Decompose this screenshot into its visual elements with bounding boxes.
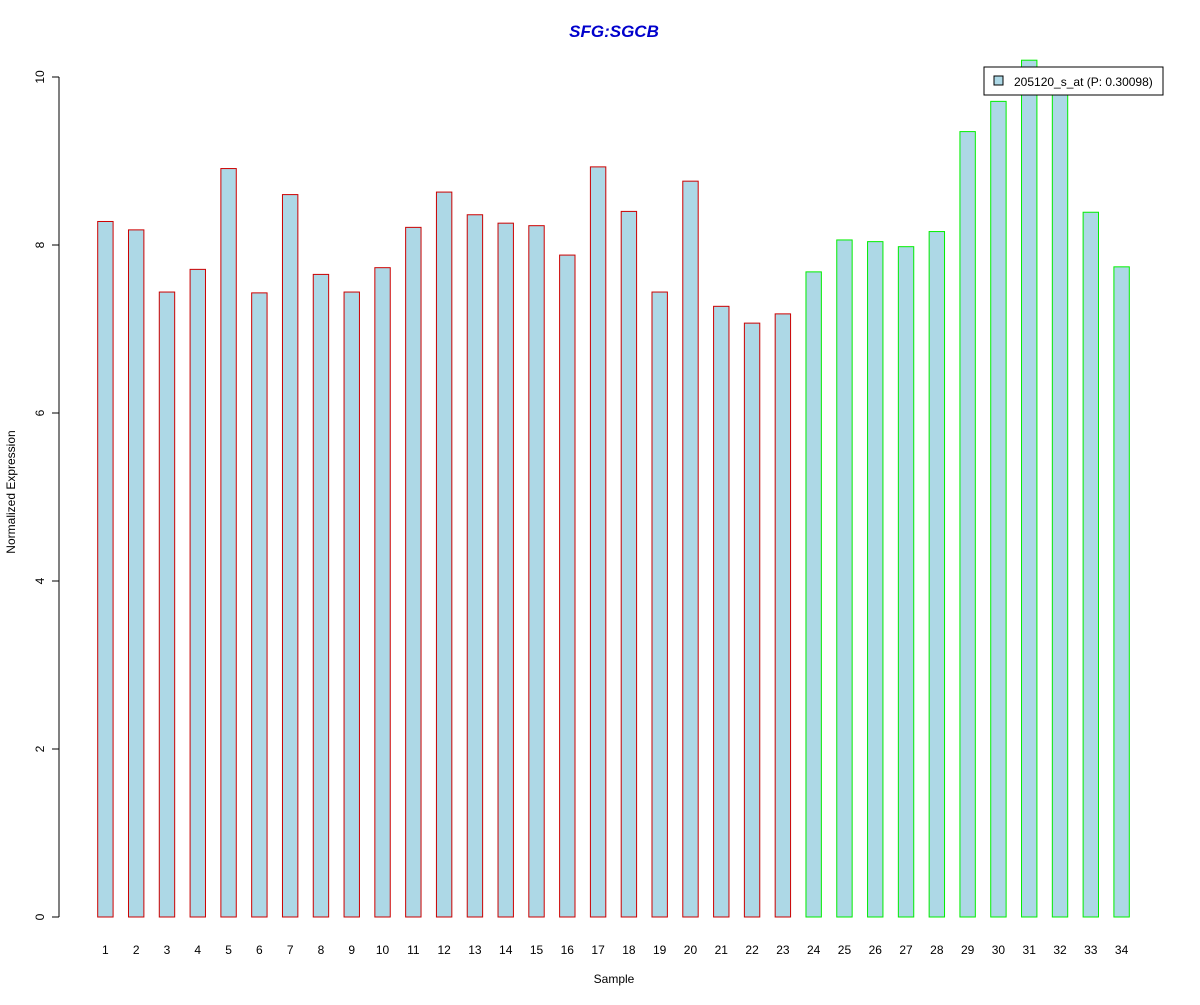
x-axis-tick-label: 32	[1053, 943, 1067, 957]
x-axis-tick-label: 5	[225, 943, 232, 957]
bar-sample-2	[127, 229, 145, 918]
x-axis-tick-label: 24	[807, 943, 821, 957]
y-axis-tick-label: 2	[33, 745, 47, 752]
x-axis-tick-label: 19	[653, 943, 667, 957]
y-axis-tick-label: 4	[33, 577, 47, 584]
x-axis-label: Sample	[594, 972, 635, 986]
x-axis-tick-label: 1	[102, 943, 109, 957]
y-axis-tick-label: 6	[33, 409, 47, 416]
bar-sample-12	[435, 191, 453, 918]
x-axis-tick-label: 23	[776, 943, 790, 957]
x-axis-tick-label: 25	[838, 943, 852, 957]
chart-title: SFG:SGCB	[569, 22, 659, 41]
bar-sample-19	[651, 291, 668, 918]
bar-sample-7	[281, 194, 299, 918]
y-axis-tick-label: 0	[33, 913, 47, 920]
bar-sample-15	[528, 225, 545, 918]
legend-box	[983, 66, 1164, 96]
bar-sample-23	[774, 313, 792, 918]
bar-sample-16	[559, 254, 576, 918]
y-axis: 0 2 4 6 8 10	[33, 70, 60, 920]
x-axis-tick-label: 2	[133, 943, 140, 957]
bar-sample-27	[897, 246, 915, 918]
x-axis-tick-label: 8	[318, 943, 325, 957]
bar-sample-5	[220, 168, 237, 918]
x-axis-tick-label: 11	[407, 943, 420, 957]
bar-sample-25	[836, 239, 853, 918]
x-axis-tick-label: 7	[287, 943, 294, 957]
bar-sample-3	[158, 291, 176, 918]
x-axis-tick-label: 12	[437, 943, 451, 957]
x-axis-tick-label: 3	[164, 943, 171, 957]
bar-sample-14	[497, 222, 514, 918]
x-axis-tick-label: 27	[899, 943, 913, 957]
x-axis-tick-label: 33	[1084, 943, 1098, 957]
bar-sample-34	[1113, 266, 1130, 918]
bar-sample-32	[1051, 89, 1069, 918]
bar-sample-8	[312, 273, 330, 918]
legend-swatch	[993, 75, 1004, 86]
bar-sample-24	[805, 271, 822, 918]
bar-sample-20	[682, 180, 699, 918]
bar-sample-21	[713, 305, 730, 918]
bar-sample-10	[374, 267, 391, 918]
bar-sample-6	[251, 292, 268, 918]
x-axis-tick-label: 18	[622, 943, 636, 957]
bar-sample-4	[189, 268, 206, 918]
bar-sample-29	[959, 131, 976, 918]
y-axis-label: Normalized Expression	[4, 430, 18, 553]
bar-sample-22	[743, 322, 761, 918]
y-axis-tick-label: 8	[33, 241, 47, 248]
x-axis-tick-label: 21	[715, 943, 729, 957]
bar-sample-18	[620, 210, 638, 918]
x-axis-tick-label: 14	[499, 943, 513, 957]
bar-sample-28	[928, 231, 946, 918]
x-axis-tick-label: 34	[1115, 943, 1129, 957]
x-axis-tick-label: 22	[745, 943, 759, 957]
bar-sample-17	[589, 166, 607, 918]
x-axis-tick-label: 9	[348, 943, 355, 957]
bar-sample-9	[343, 291, 360, 918]
x-axis-tick-labels: 1 2 3 4 5 6 7 8 9 10 11 12 13 14 15 16 17 18 19 20 21 22 23 24 2…	[102, 943, 1129, 957]
bar-sample-26	[867, 241, 884, 918]
x-axis-tick-label: 16	[561, 943, 575, 957]
x-axis-tick-label: 26	[869, 943, 883, 957]
bar-sample-33	[1082, 211, 1100, 918]
bar-sample-13	[466, 214, 484, 918]
bars	[97, 59, 1130, 918]
x-axis-tick-label: 17	[591, 943, 605, 957]
bar-sample-31	[1021, 59, 1038, 918]
x-axis-tick-label: 6	[256, 943, 263, 957]
x-axis-tick-label: 30	[992, 943, 1006, 957]
x-axis-tick-label: 31	[1023, 943, 1037, 957]
x-axis-tick-label: 13	[468, 943, 482, 957]
x-axis-tick-label: 29	[961, 943, 975, 957]
x-axis-tick-label: 10	[376, 943, 390, 957]
x-axis-tick-label: 15	[530, 943, 544, 957]
x-axis-tick-label: 28	[930, 943, 944, 957]
legend: 205120_s_at (P: 0.30098)	[983, 66, 1164, 96]
bar-sample-30	[990, 100, 1007, 918]
bar-sample-1	[97, 220, 114, 918]
x-axis-tick-label: 4	[194, 943, 201, 957]
bar-sample-11	[405, 226, 422, 918]
x-axis-tick-label: 20	[684, 943, 698, 957]
legend-entry-label: 205120_s_at (P: 0.30098)	[1014, 75, 1153, 89]
y-axis-tick-label: 10	[33, 70, 47, 84]
